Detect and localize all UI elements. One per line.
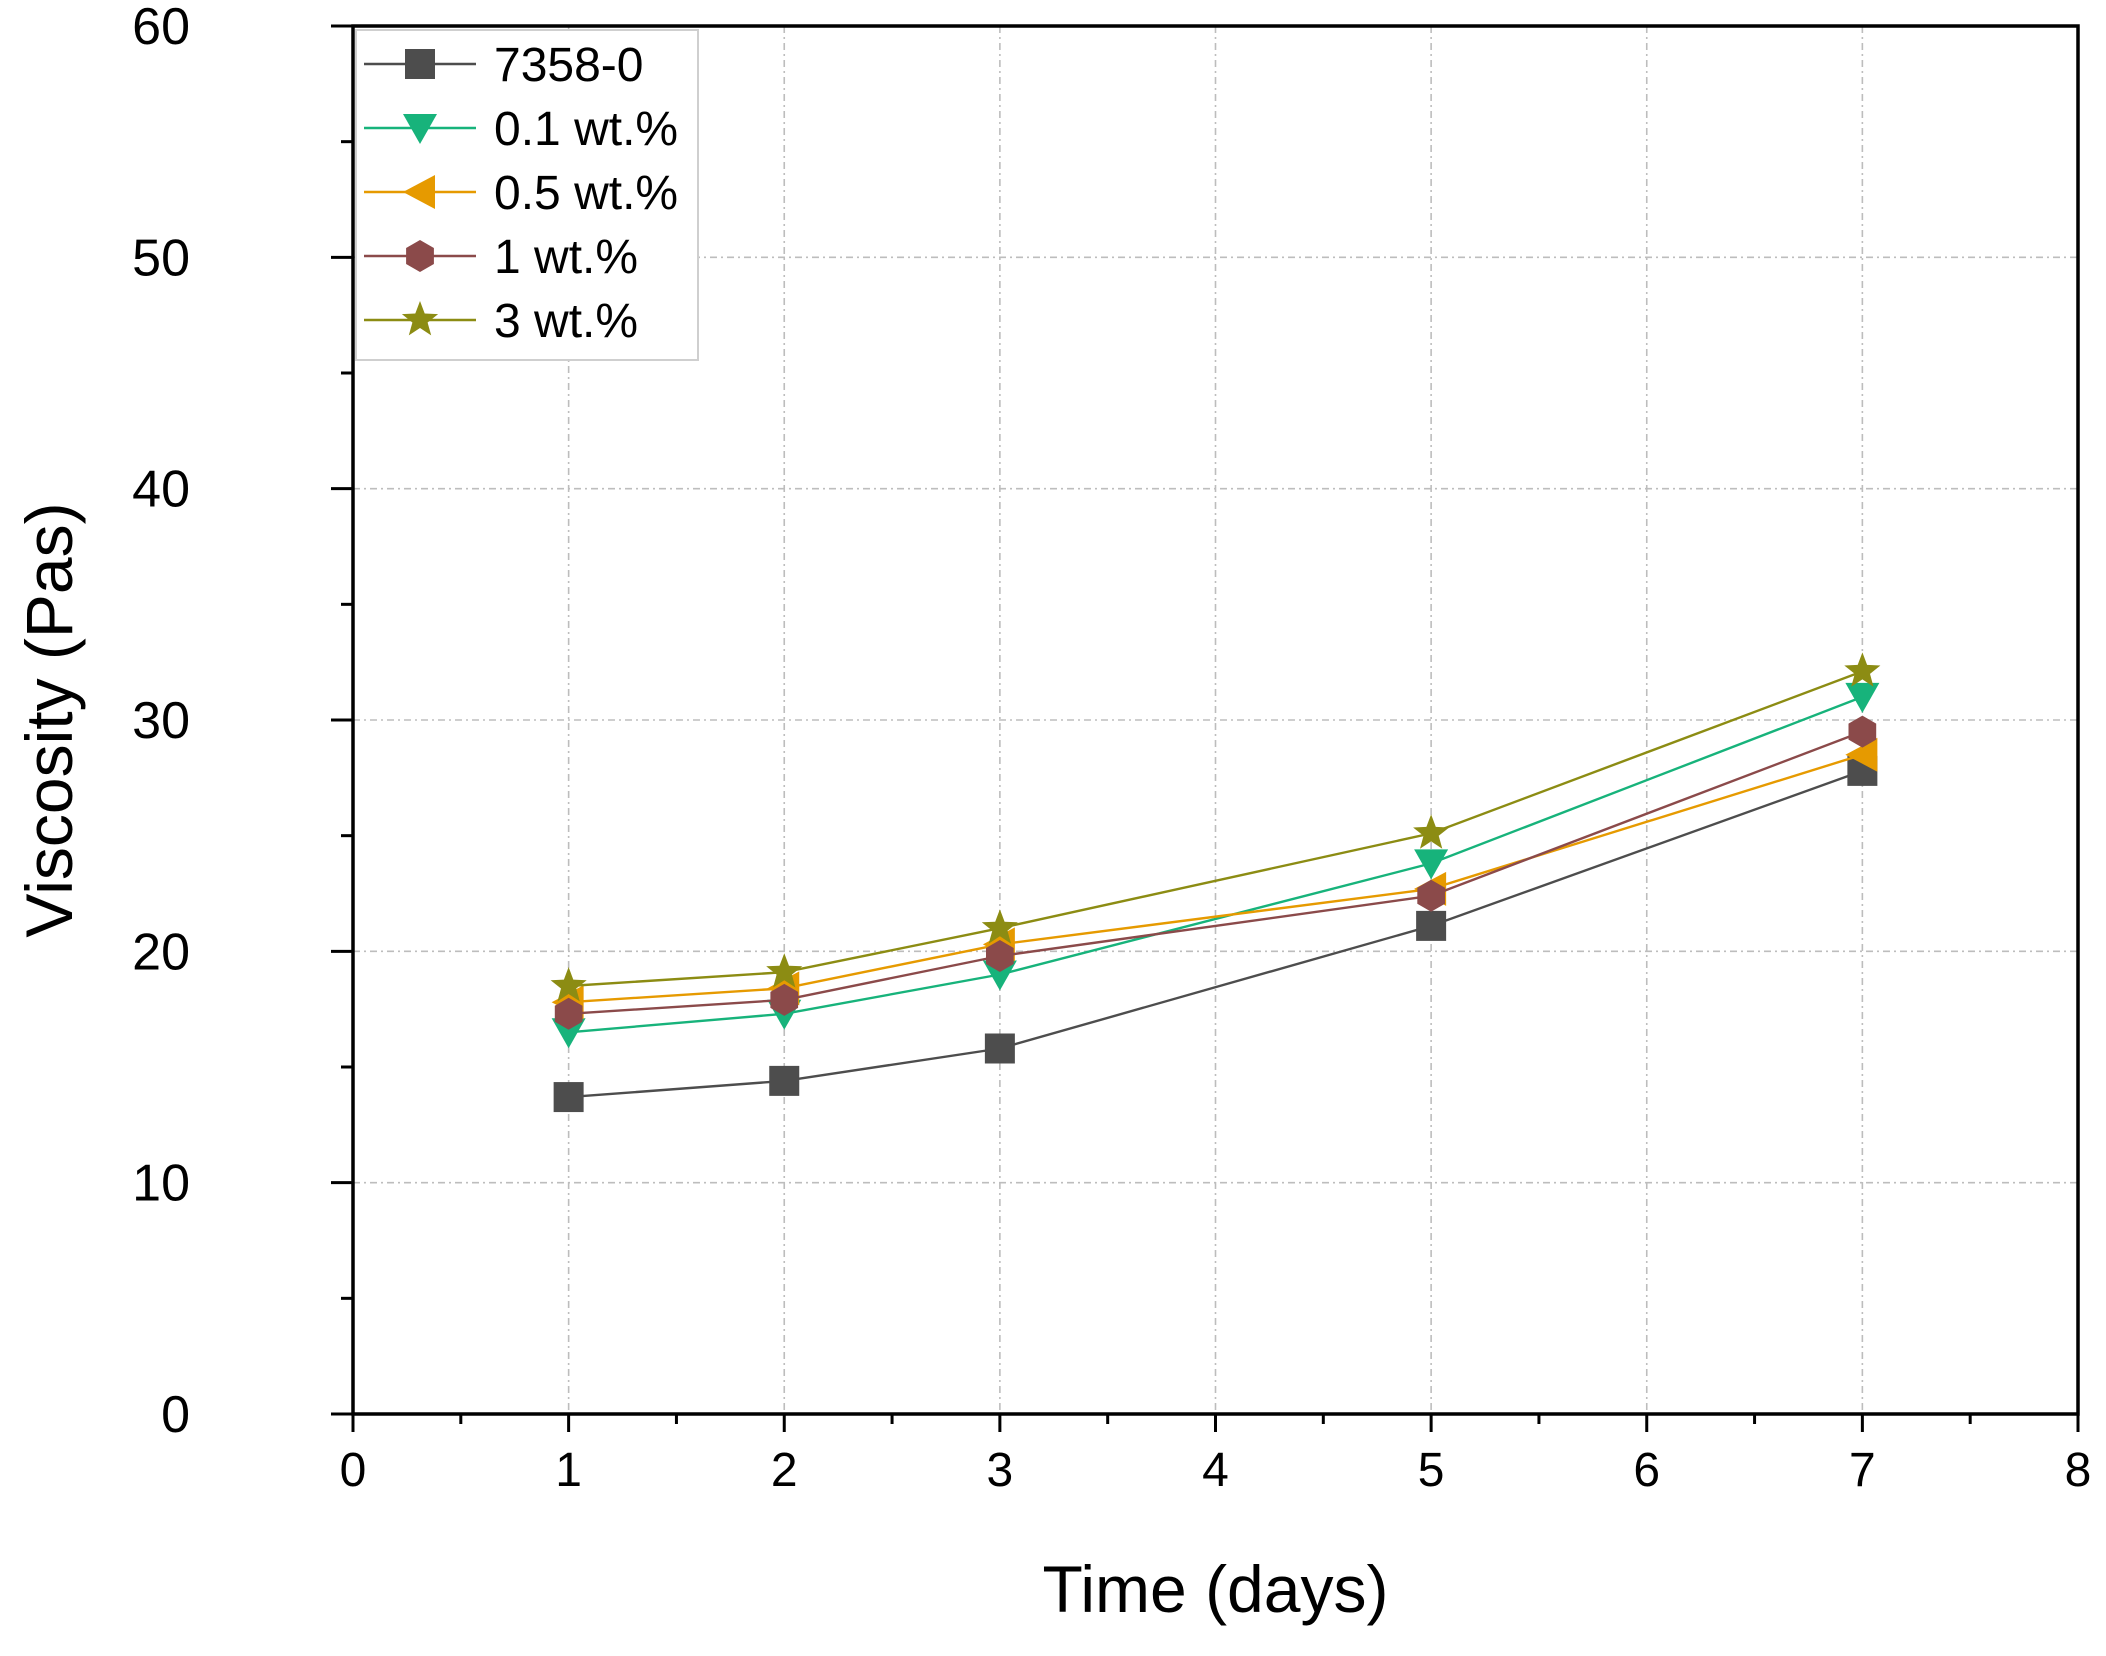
legend-entry: 3 wt.%: [364, 295, 638, 348]
data-point: [1416, 910, 1447, 941]
legend-label: 3 wt.%: [494, 295, 638, 348]
legend-marker: [401, 301, 439, 336]
series-0: [553, 755, 1878, 1113]
grid: [353, 26, 2078, 1414]
legend-marker: [406, 240, 434, 272]
series-4: [550, 652, 1881, 1002]
data-point: [553, 1082, 584, 1113]
axes: 0 1 2 3 4 5 6 7 8 0 10 20 30 40 50 60: [132, 0, 2091, 1497]
y-tick-label: 50: [132, 229, 190, 287]
data-point: [1413, 814, 1450, 849]
data-point: [766, 953, 803, 988]
legend-marker: [403, 175, 435, 209]
x-tick-label: 1: [555, 1444, 582, 1497]
y-tick-label: 20: [132, 923, 190, 981]
x-tick-label: 7: [1849, 1444, 1876, 1497]
x-tick-label: 2: [771, 1444, 798, 1497]
series-line: [568, 730, 1863, 1015]
legend-label: 7358-0: [494, 39, 643, 92]
data-point: [1845, 737, 1878, 772]
legend-entry: 7358-0: [364, 39, 643, 92]
x-tick-label: 3: [987, 1444, 1014, 1497]
x-tick-label: 8: [2065, 1444, 2092, 1497]
data-point: [1414, 849, 1449, 880]
data-point: [984, 1033, 1015, 1064]
data-point: [770, 983, 799, 1016]
x-tick-label: 6: [1633, 1444, 1660, 1497]
y-tick-label: 40: [132, 461, 190, 519]
data-point: [554, 997, 583, 1030]
series-2: [551, 737, 1878, 1020]
data-point: [1844, 652, 1881, 687]
legend-label: 0.5 wt.%: [494, 167, 678, 220]
y-tick-label: 0: [161, 1386, 190, 1444]
data-point: [981, 909, 1018, 944]
data-point: [769, 1065, 800, 1096]
legend-label: 1 wt.%: [494, 231, 638, 284]
y-axis-label: Viscosity (Pas): [12, 502, 86, 937]
y-tick-label: 60: [132, 0, 190, 56]
y-tick-label: 30: [132, 692, 190, 750]
legend-entry: 1 wt.%: [364, 231, 638, 284]
legend-label: 0.1 wt.%: [494, 103, 678, 156]
series: [550, 652, 1881, 1113]
data-point: [550, 967, 587, 1002]
data-point: [551, 1018, 586, 1049]
legend-entry: 0.5 wt.%: [364, 167, 678, 220]
legend-marker: [405, 49, 435, 79]
x-axis-label: Time (days): [1043, 1552, 1389, 1626]
legend-entry: 0.1 wt.%: [364, 103, 678, 156]
data-point: [1848, 715, 1877, 748]
legend-marker: [403, 114, 437, 144]
x-tick-label: 5: [1418, 1444, 1445, 1497]
x-tick-label: 0: [340, 1444, 367, 1497]
data-point: [1845, 682, 1880, 713]
series-3: [554, 715, 1877, 1030]
x-tick-label: 4: [1202, 1444, 1229, 1497]
data-point: [982, 960, 1017, 991]
legend: 7358-0 0.1 wt.% 0.5 wt.% 1 wt.% 3 wt.%: [355, 29, 699, 361]
y-tick-label: 10: [132, 1155, 190, 1213]
data-point: [986, 940, 1014, 972]
data-point: [1417, 879, 1445, 912]
